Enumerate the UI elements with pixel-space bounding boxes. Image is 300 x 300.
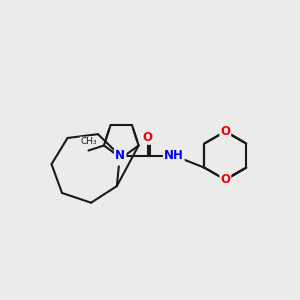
- Text: NH: NH: [164, 149, 184, 162]
- Text: N: N: [115, 149, 125, 162]
- Text: S: S: [117, 152, 125, 165]
- Text: O: O: [143, 131, 153, 144]
- Text: CH₃: CH₃: [80, 137, 97, 146]
- Text: O: O: [220, 125, 230, 138]
- Text: O: O: [220, 173, 230, 186]
